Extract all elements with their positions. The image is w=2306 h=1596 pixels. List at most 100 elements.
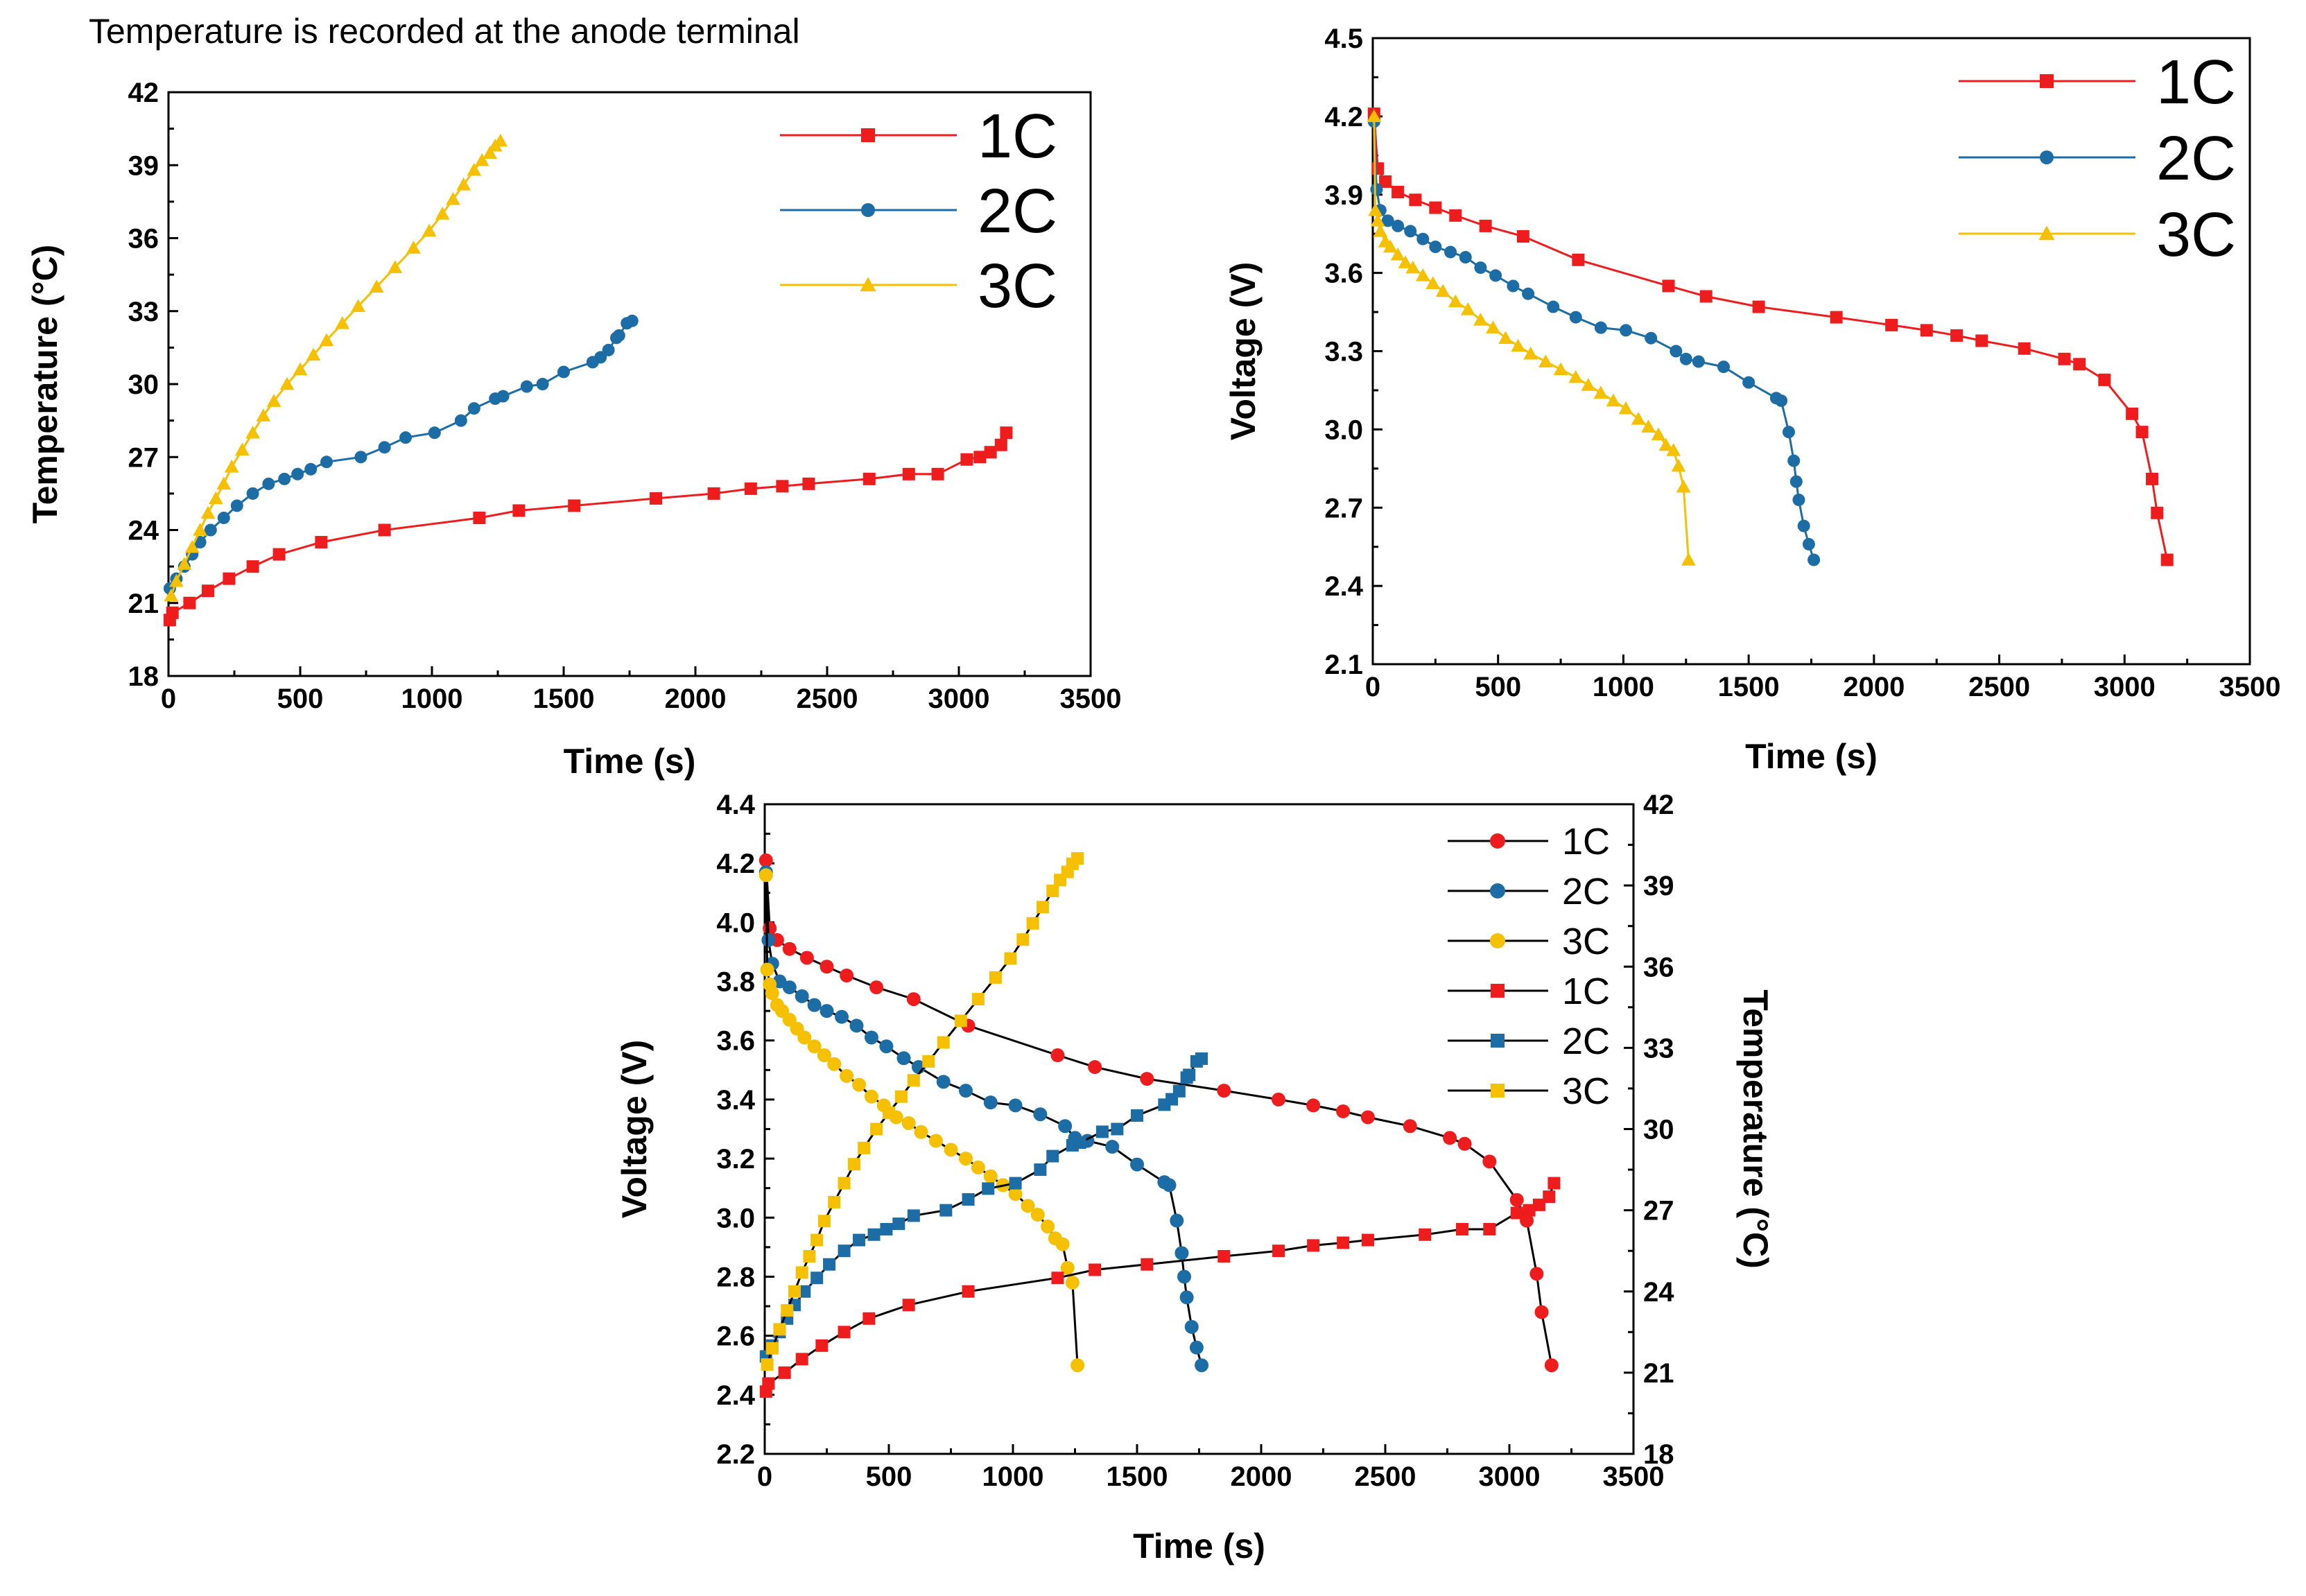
volt-series-2C-point bbox=[1444, 245, 1457, 259]
comb-voltage-3C-point bbox=[1070, 1358, 1085, 1373]
comb-temp-3C-point bbox=[1071, 852, 1084, 865]
comb-temp-1C-point bbox=[1089, 1263, 1102, 1276]
legend-marker-2C bbox=[2040, 150, 2054, 164]
temp-series-1C-point bbox=[315, 536, 328, 549]
comb-voltage-3C-point bbox=[983, 1169, 998, 1183]
y2-axis-label: Temperature (°C) bbox=[1736, 989, 1775, 1268]
comb-voltage-3C-point bbox=[958, 1152, 973, 1166]
volt-series-1C-point bbox=[1572, 253, 1585, 266]
comb-voltage-1C-point bbox=[1272, 1092, 1286, 1107]
temp-series-3C-point bbox=[306, 347, 321, 361]
comb-voltage-1C-point bbox=[1509, 1192, 1524, 1207]
legend-label: 3C bbox=[1562, 1070, 1610, 1112]
comb-voltage-1C-point bbox=[1482, 1154, 1497, 1169]
volt-series-3C-point bbox=[1382, 239, 1398, 253]
temp-series-3C-point bbox=[216, 476, 232, 490]
volt-series-1C-point bbox=[2126, 407, 2139, 420]
comb-temp-2C-point bbox=[1111, 1122, 1124, 1136]
volt-series-3C-point bbox=[1435, 284, 1450, 297]
temp-series-1C-point bbox=[973, 451, 987, 464]
temp-series-3C-point bbox=[351, 299, 365, 313]
y-tick-label: 3.6 bbox=[716, 1026, 755, 1057]
volt-series-3C-point bbox=[1415, 268, 1430, 281]
comb-temp-3C-point bbox=[817, 1215, 831, 1228]
comb-temp-1C-point bbox=[838, 1326, 851, 1339]
comb-temp-3C-point bbox=[1004, 952, 1017, 965]
volt-series-2C-point bbox=[1787, 454, 1801, 467]
temp-series-1C-point bbox=[378, 523, 391, 537]
comb-temp-2C-point bbox=[1183, 1068, 1196, 1082]
comb-temp-3C-point bbox=[847, 1158, 860, 1171]
legend-marker-3C bbox=[2038, 225, 2055, 241]
comb-voltage-2C-point bbox=[1189, 1340, 1204, 1355]
x-axis-label: Time (s) bbox=[1133, 1527, 1265, 1565]
x-tick-label: 2000 bbox=[1843, 672, 1905, 702]
comb-temp-3C bbox=[761, 852, 1084, 1371]
volt-series-3C-point bbox=[1553, 362, 1568, 376]
temp-series-2C-point bbox=[399, 431, 412, 444]
y2-tick-label: 36 bbox=[1643, 952, 1674, 982]
temp-series-2C-point bbox=[378, 441, 391, 454]
legend-label: 1C bbox=[1562, 821, 1610, 862]
comb-voltage-3C-point bbox=[971, 1160, 985, 1174]
volt-series-3C-point bbox=[1641, 419, 1656, 433]
comb-voltage-2C-point bbox=[983, 1095, 998, 1110]
y2-tick-label: 24 bbox=[1643, 1277, 1674, 1308]
comb-temp-2C-point bbox=[1095, 1125, 1109, 1138]
temp-series-2C-point bbox=[602, 343, 615, 356]
comb-voltage-3C-point bbox=[1021, 1199, 1035, 1213]
y-tick-label: 4.5 bbox=[1324, 24, 1363, 54]
comb-voltage-1C-point bbox=[820, 960, 834, 974]
volt-series-3C-point bbox=[1593, 385, 1609, 399]
comb-temp-3C-point bbox=[922, 1055, 935, 1068]
temp-series-3C-point bbox=[209, 491, 223, 505]
temp-series-2C-point bbox=[304, 462, 318, 476]
volt-series-3C-point bbox=[1367, 109, 1382, 123]
y-tick-label: 2.6 bbox=[716, 1321, 755, 1352]
comb-temp-3C-point bbox=[907, 1074, 920, 1087]
comb-voltage-2C-point bbox=[820, 1004, 834, 1018]
y-tick-label: 3.3 bbox=[1324, 337, 1363, 367]
temp-series-3C-point bbox=[224, 459, 239, 473]
volt-series-1C-point bbox=[2146, 472, 2159, 485]
y-axis-label: Temperature (°C) bbox=[26, 245, 64, 523]
comb-temp-2C-point bbox=[939, 1204, 953, 1217]
comb-voltage-3C-point bbox=[840, 1068, 854, 1083]
temp-series-1C-point bbox=[202, 584, 214, 598]
temp-series-1C-point bbox=[166, 606, 179, 619]
comb-voltage-1C-point bbox=[1520, 1213, 1534, 1228]
comb-temp-1C-point bbox=[1510, 1206, 1523, 1220]
volt-series-2C-point bbox=[1416, 232, 1430, 245]
comb-temp-1C-point bbox=[1051, 1272, 1064, 1285]
x-tick-label: 3500 bbox=[2219, 672, 2281, 702]
legend-label: 3C bbox=[1562, 921, 1610, 962]
x-tick-label: 500 bbox=[866, 1461, 912, 1492]
comb-temp-2C-point bbox=[838, 1244, 851, 1258]
y-tick-label: 2.7 bbox=[1324, 493, 1363, 523]
comb-temp-3C-point bbox=[810, 1233, 824, 1247]
comb-voltage-1C-point bbox=[1140, 1072, 1154, 1086]
volt-series-2C-point bbox=[1459, 251, 1472, 264]
comb-voltage-1C-point bbox=[1088, 1060, 1102, 1075]
legend-marker bbox=[1490, 883, 1505, 899]
comb-voltage-3C-point bbox=[944, 1143, 958, 1157]
legend-marker-1C bbox=[2040, 74, 2054, 88]
comb-voltage-1C-point bbox=[1336, 1104, 1351, 1118]
volt-series-1C bbox=[1367, 107, 2174, 566]
volt-series-3C-point bbox=[1658, 437, 1674, 451]
comb-temp-1C-point bbox=[1532, 1198, 1545, 1211]
x-tick-label: 3500 bbox=[1603, 1461, 1665, 1492]
comb-temp-3C-point bbox=[971, 993, 985, 1006]
volt-series-2C-point bbox=[1679, 352, 1692, 365]
y2-tick-label: 21 bbox=[1643, 1358, 1674, 1389]
combined-chart: 0 500 1000 1500 2000 2500 3000 3500 2.2 2.4 2.6 2.8… bbox=[615, 790, 1775, 1565]
volt-series-3C bbox=[1367, 109, 1696, 566]
temp-series-1C-point bbox=[994, 438, 1007, 451]
volt-series-1C-point bbox=[2073, 358, 2086, 371]
temp-series-1C-point bbox=[902, 467, 915, 480]
temp-series-3C-point bbox=[193, 523, 207, 536]
legend-label: 1C bbox=[1562, 971, 1610, 1012]
comb-temp-3C-point bbox=[765, 1342, 779, 1355]
y-tick-label: 24 bbox=[128, 516, 159, 546]
temp-series-3C-point bbox=[335, 315, 350, 329]
